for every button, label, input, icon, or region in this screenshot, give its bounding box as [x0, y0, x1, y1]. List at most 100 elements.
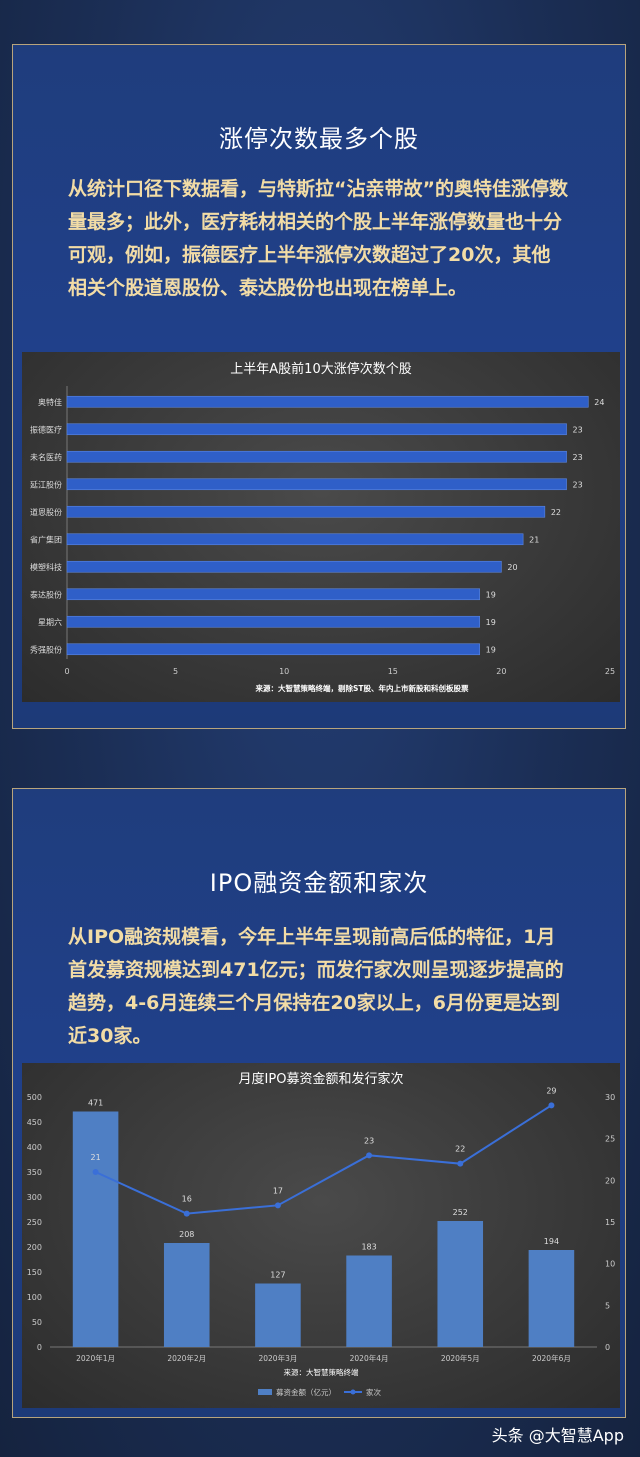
data-label: 19 [486, 618, 496, 627]
column-bar [72, 1111, 119, 1347]
bar [66, 505, 546, 518]
y-right-tick-label: 25 [605, 1135, 615, 1144]
y-left-tick-label: 100 [27, 1293, 42, 1302]
y-left-tick-label: 450 [27, 1118, 42, 1127]
column-bar [255, 1283, 301, 1347]
chart-title: 上半年A股前10大涨停次数个股 [230, 361, 411, 377]
x-tick-label: 10 [279, 667, 289, 676]
data-label: 19 [486, 590, 496, 599]
category-label: 秀强股份 [30, 644, 62, 654]
column-bar [437, 1221, 484, 1347]
column-data-label: 127 [270, 1271, 285, 1280]
data-label: 19 [486, 645, 496, 654]
line-point [548, 1102, 555, 1109]
column-bar [346, 1255, 392, 1347]
data-label: 23 [573, 425, 583, 434]
category-label: 道恩股份 [30, 507, 62, 517]
column-data-label: 252 [453, 1208, 468, 1217]
y-left-tick-label: 400 [27, 1143, 42, 1152]
line-data-label: 29 [546, 1086, 556, 1095]
bar [66, 533, 524, 546]
line-point [457, 1160, 464, 1167]
section-title: IPO融资金额和家次 [209, 869, 429, 897]
column-bar [528, 1250, 575, 1347]
series-line [95, 1104, 552, 1215]
x-tick-label: 15 [388, 667, 398, 676]
bar [66, 478, 567, 491]
line-data-label: 23 [364, 1136, 374, 1145]
source-note: 来源：大智慧策略终端 [284, 1367, 359, 1377]
y-left-tick-label: 200 [27, 1243, 42, 1252]
data-label: 23 [573, 480, 583, 489]
data-label: 21 [529, 535, 539, 544]
y-left-tick-label: 50 [32, 1318, 42, 1327]
y-right-tick-label: 10 [605, 1260, 615, 1269]
column-data-label: 471 [88, 1099, 103, 1108]
data-label: 23 [573, 453, 583, 462]
y-right-tick-label: 15 [605, 1218, 615, 1227]
x-tick-label: 2020年5月 [441, 1353, 480, 1363]
line-data-label: 17 [273, 1186, 283, 1195]
category-label: 泰达股份 [30, 589, 62, 599]
column-data-label: 208 [179, 1230, 194, 1239]
column-data-label: 194 [544, 1237, 559, 1246]
x-tick-label: 2020年3月 [258, 1353, 297, 1363]
legend-line-label: 家次 [366, 1387, 381, 1397]
data-label: 22 [551, 508, 561, 517]
category-label: 星期六 [38, 617, 62, 627]
section-description: 从IPO融资规模看，今年上半年呈现前高后低的特征，1月首发募资规模达到471亿元… [68, 926, 564, 1047]
source-note: 来源：大智慧策略终端，剔除ST股、年内上市新股和科创板股票 [254, 683, 469, 693]
y-left-tick-label: 150 [27, 1268, 42, 1277]
ipo-combo-chart-svg: 月度IPO募资金额和发行家次05010015020025030035040045… [27, 1071, 615, 1397]
category-label: 省广集团 [30, 534, 62, 544]
y-right-tick-label: 5 [605, 1301, 610, 1310]
line-point [92, 1169, 99, 1175]
category-label: 奥特佳 [38, 397, 62, 407]
section-title: 涨停次数最多个股 [219, 125, 419, 153]
bar [66, 395, 589, 408]
line-point [183, 1210, 190, 1217]
x-tick-label: 2020年2月 [167, 1353, 206, 1363]
data-label: 20 [507, 563, 517, 572]
category-label: 延江股份 [30, 479, 62, 489]
line-data-label: 22 [455, 1145, 465, 1154]
x-tick-label: 25 [605, 667, 615, 676]
column-data-label: 183 [361, 1243, 376, 1252]
column-bar [163, 1243, 210, 1347]
x-tick-label: 20 [496, 667, 506, 676]
bar [66, 450, 567, 463]
bar [66, 588, 480, 601]
y-left-tick-label: 500 [27, 1093, 42, 1102]
category-label: 振德医疗 [30, 424, 62, 434]
line-point [274, 1202, 281, 1209]
category-label: 模塑科技 [30, 562, 62, 572]
section-description: 从统计口径下数据看，与特斯拉“沾亲带故”的奥特佳涨停数量最多；此外，医疗耗材相关… [68, 178, 568, 299]
line-data-label: 16 [182, 1195, 192, 1204]
x-tick-label: 5 [173, 667, 178, 676]
limit-up-bar-chart: 上半年A股前10大涨停次数个股奥特佳 24 振德医疗 23 未名医药 23 延江股份 23 道恩… [22, 352, 620, 702]
category-label: 未名医药 [30, 452, 62, 462]
x-tick-label: 2020年4月 [350, 1353, 389, 1363]
data-label: 24 [594, 398, 604, 407]
y-left-tick-label: 0 [37, 1343, 42, 1352]
y-left-tick-label: 300 [27, 1193, 42, 1202]
x-tick-label: 0 [64, 667, 69, 676]
y-right-tick-label: 0 [605, 1343, 610, 1352]
y-right-tick-label: 30 [605, 1093, 615, 1102]
legend-bar-swatch [258, 1389, 272, 1395]
line-data-label: 21 [90, 1153, 100, 1162]
x-tick-label: 2020年6月 [532, 1353, 571, 1363]
bar [66, 615, 480, 628]
ipo-combo-chart: 月度IPO募资金额和发行家次 0 50 100 150 200 250 300 350 400 45… [22, 1063, 620, 1408]
bar [66, 423, 567, 436]
bar [66, 560, 502, 573]
y-left-tick-label: 250 [27, 1218, 42, 1227]
legend-bar-label: 募资金额（亿元） [276, 1387, 336, 1397]
x-tick-label: 2020年1月 [76, 1353, 115, 1363]
legend-line-marker [350, 1389, 356, 1395]
chart-title: 月度IPO募资金额和发行家次 [239, 1071, 404, 1087]
footer-watermark: 头条 @大智慧App [491, 1426, 624, 1445]
line-point [366, 1152, 373, 1159]
bar [66, 643, 480, 656]
